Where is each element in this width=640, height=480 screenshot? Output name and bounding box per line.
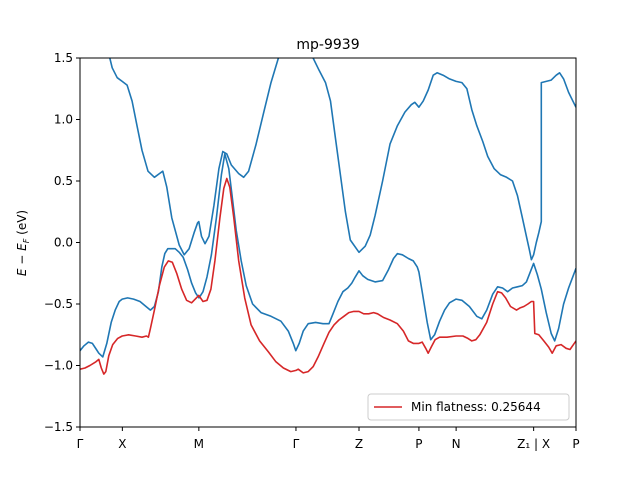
x-tick-label: Γ (293, 437, 300, 451)
y-axis-label-main: E − E (15, 243, 29, 276)
x-tick-label: N (452, 437, 461, 451)
x-tick-label: P (415, 437, 422, 451)
chart-title: mp-9939 (296, 37, 359, 53)
band-line-1 (80, 153, 576, 358)
x-tick-label: Z (355, 437, 363, 451)
legend: Min flatness: 0.25644 (367, 393, 570, 421)
legend-label: Min flatness: 0.25644 (411, 400, 541, 414)
x-tick-label: Γ (77, 437, 84, 451)
plot-frame (79, 57, 577, 428)
legend-box (367, 393, 570, 421)
series-layer (80, 58, 576, 375)
y-tick-label: 1.0 (54, 113, 73, 127)
x-tick-label: Z₁ | X (517, 437, 550, 451)
y-tick-label: −0.5 (44, 297, 73, 311)
x-tick-label: M (194, 437, 204, 451)
ytick-layer: −1.5 −1.0 −0.5 0.0 0.5 1.0 1.5 (44, 51, 80, 434)
y-axis-label: E − EF (eV) (15, 210, 31, 276)
y-tick-label: 1.5 (54, 51, 73, 65)
kpoint-layer: Γ X M Γ Z P N Z₁ | X P (77, 427, 580, 451)
y-tick-label: 0.5 (54, 174, 73, 188)
y-tick-label: 0.0 (54, 236, 73, 250)
x-tick-label: P (572, 437, 579, 451)
band-line-3 (312, 58, 576, 261)
y-tick-label: −1.0 (44, 359, 73, 373)
band-line-4 (80, 177, 576, 375)
y-axis-label-sub: F (22, 238, 31, 243)
band-line-2 (109, 58, 280, 256)
x-tick-label: X (118, 437, 126, 451)
y-tick-label: −1.5 (44, 420, 73, 434)
y-axis-label-unit: (eV) (15, 210, 29, 239)
